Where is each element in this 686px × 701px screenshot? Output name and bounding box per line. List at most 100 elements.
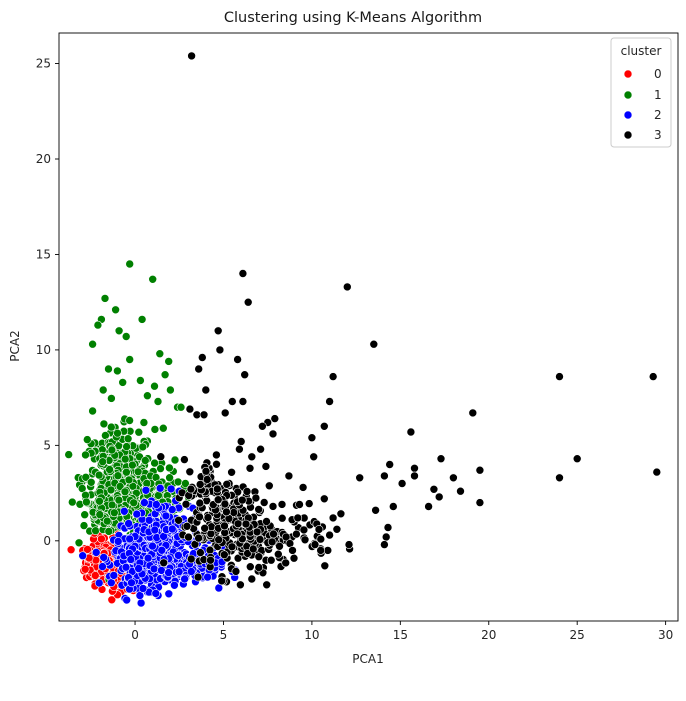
data-point-cluster-1: [99, 419, 109, 429]
data-point-cluster-2: [157, 545, 167, 555]
data-point-cluster-1: [95, 496, 104, 506]
data-point-cluster-3: [181, 499, 191, 509]
data-point-cluster-3: [449, 473, 458, 483]
data-point-cluster-2: [143, 553, 153, 563]
data-point-cluster-2: [150, 525, 160, 535]
data-point-cluster-1: [104, 364, 113, 374]
data-point-cluster-3: [192, 410, 202, 420]
data-point-cluster-3: [456, 486, 465, 496]
data-point-cluster-3: [228, 397, 237, 406]
data-point-cluster-1: [80, 510, 89, 520]
data-point-cluster-1: [107, 394, 116, 403]
legend-label-3: 3: [654, 128, 662, 142]
points-layer: [64, 51, 662, 608]
data-point-cluster-3: [325, 530, 334, 540]
data-point-cluster-3: [213, 326, 223, 336]
data-point-cluster-3: [233, 355, 242, 364]
data-point-cluster-2: [136, 598, 146, 608]
data-point-cluster-2: [170, 580, 179, 590]
data-point-cluster-2: [151, 589, 161, 598]
data-point-cluster-1: [128, 460, 137, 470]
data-point-cluster-0: [107, 595, 117, 605]
data-point-cluster-3: [256, 444, 265, 454]
data-point-cluster-3: [410, 471, 419, 481]
data-point-cluster-1: [93, 320, 103, 330]
data-point-cluster-3: [215, 345, 225, 355]
data-point-cluster-3: [269, 529, 278, 539]
data-point-cluster-3: [369, 339, 379, 349]
data-point-cluster-1: [107, 422, 116, 432]
data-point-cluster-3: [385, 460, 395, 469]
data-point-cluster-3: [236, 437, 246, 446]
data-point-cluster-3: [156, 452, 166, 462]
data-point-cluster-1: [113, 428, 122, 438]
data-point-cluster-2: [91, 548, 101, 557]
data-point-cluster-2: [94, 578, 104, 588]
data-point-cluster-2: [138, 584, 148, 593]
data-point-cluster-1: [125, 259, 134, 269]
data-point-cluster-3: [268, 502, 278, 511]
data-point-cluster-2: [149, 564, 159, 574]
data-point-cluster-1: [165, 463, 174, 473]
legend-label-1: 1: [654, 88, 662, 102]
data-point-cluster-3: [383, 523, 393, 532]
legend-marker-1: [623, 90, 633, 100]
data-point-cluster-3: [309, 452, 319, 462]
data-point-cluster-3: [273, 549, 283, 559]
data-point-cluster-3: [266, 555, 276, 565]
data-point-cluster-2: [166, 484, 176, 494]
data-point-cluster-0: [80, 564, 90, 574]
data-point-cluster-1: [81, 450, 90, 460]
data-point-cluster-3: [299, 525, 309, 535]
data-point-cluster-2: [135, 591, 145, 600]
data-point-cluster-3: [284, 471, 294, 481]
data-point-cluster-3: [231, 567, 241, 576]
data-point-cluster-3: [186, 484, 196, 494]
data-point-cluster-3: [238, 269, 248, 278]
data-point-cluster-1: [150, 381, 159, 391]
y-tick-label: 25: [36, 57, 51, 71]
legend-marker-2: [623, 110, 633, 120]
y-tick-label: 20: [36, 152, 51, 166]
data-point-cluster-1: [138, 442, 148, 452]
data-point-cluster-3: [277, 500, 287, 509]
plot-area-frame: [58, 32, 679, 622]
data-point-cluster-3: [212, 450, 221, 460]
data-point-cluster-2: [174, 551, 183, 560]
data-point-cluster-1: [150, 425, 160, 434]
data-point-cluster-3: [288, 546, 297, 555]
data-point-cluster-3: [258, 421, 267, 431]
data-point-cluster-3: [336, 509, 346, 519]
data-point-cluster-3: [267, 537, 277, 547]
data-point-cluster-3: [227, 542, 237, 552]
data-point-cluster-3: [264, 481, 274, 491]
data-point-cluster-3: [220, 521, 229, 531]
data-point-cluster-2: [144, 515, 154, 525]
data-point-cluster-3: [195, 498, 205, 508]
data-point-cluster-3: [206, 555, 215, 565]
data-point-cluster-3: [235, 444, 244, 454]
data-point-cluster-3: [319, 421, 329, 431]
x-tick-label: 20: [481, 628, 496, 642]
data-point-cluster-3: [238, 495, 247, 505]
data-point-cluster-1: [107, 500, 117, 510]
data-point-cluster-1: [110, 508, 119, 518]
x-axis-label: PCA1: [352, 652, 383, 666]
data-point-cluster-2: [122, 595, 131, 605]
data-point-cluster-3: [233, 529, 242, 539]
data-point-cluster-3: [185, 404, 195, 414]
data-point-cluster-1: [160, 370, 170, 380]
data-point-cluster-1: [164, 357, 173, 366]
data-point-cluster-3: [380, 471, 389, 481]
data-point-cluster-1: [124, 475, 134, 485]
data-point-cluster-1: [81, 472, 91, 482]
data-point-cluster-0: [91, 571, 100, 580]
data-point-cluster-2: [125, 534, 134, 544]
data-point-cluster-3: [555, 473, 564, 483]
data-point-cluster-1: [134, 427, 144, 437]
data-point-cluster-1: [159, 423, 168, 433]
data-point-cluster-3: [298, 483, 308, 492]
data-point-cluster-3: [182, 521, 192, 531]
data-point-cluster-3: [475, 465, 485, 475]
